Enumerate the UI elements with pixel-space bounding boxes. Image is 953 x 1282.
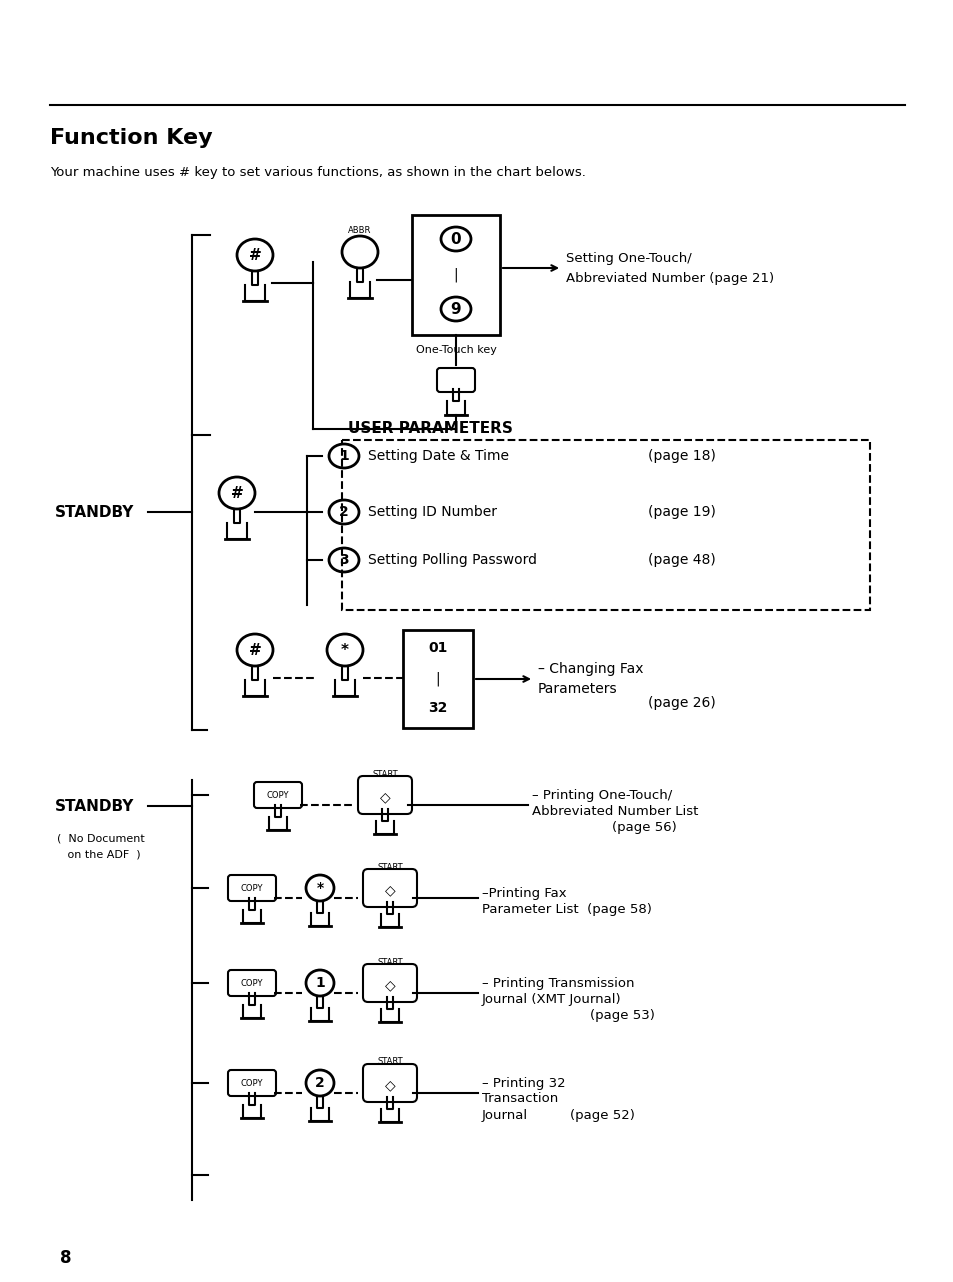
Text: 1: 1 [338,449,349,463]
Text: (page 53): (page 53) [589,1009,654,1022]
Text: 1: 1 [314,976,325,990]
Text: 01: 01 [428,641,447,655]
Text: (page 56): (page 56) [612,820,676,833]
Text: One-Touch key: One-Touch key [416,345,496,355]
Text: 2: 2 [314,1076,325,1090]
Text: Journal: Journal [481,1109,528,1122]
Text: Setting Date & Time: Setting Date & Time [368,449,509,463]
Text: Setting Polling Password: Setting Polling Password [368,553,537,567]
Text: STANDBY: STANDBY [55,799,134,814]
Text: 9: 9 [450,301,461,317]
Text: – Changing Fax: – Changing Fax [537,662,643,676]
Text: Abbreviated Number List: Abbreviated Number List [532,805,698,818]
Text: (page 52): (page 52) [569,1109,634,1122]
Text: (  No Document: ( No Document [57,833,145,844]
Text: ◇: ◇ [384,978,395,992]
Text: 2: 2 [338,505,349,519]
Text: (page 26): (page 26) [647,696,715,710]
Text: 32: 32 [428,701,447,715]
Text: – Printing 32: – Printing 32 [481,1077,565,1090]
Text: Function Key: Function Key [50,128,213,147]
Text: USER PARAMETERS: USER PARAMETERS [348,420,513,436]
Text: – Printing Transmission: – Printing Transmission [481,977,634,990]
Text: Journal (XMT Journal): Journal (XMT Journal) [481,992,621,1005]
Text: #: # [249,247,261,263]
Text: ◇: ◇ [379,790,390,804]
Text: 0: 0 [450,232,461,246]
Text: Transaction: Transaction [481,1092,558,1105]
Text: |: | [436,672,440,686]
Text: (page 48): (page 48) [647,553,715,567]
Text: Abbreviated Number (page 21): Abbreviated Number (page 21) [565,272,773,285]
Text: Setting ID Number: Setting ID Number [368,505,497,519]
Text: (page 19): (page 19) [647,505,715,519]
Text: (page 18): (page 18) [647,449,715,463]
Text: *: * [316,881,323,895]
Text: on the ADF  ): on the ADF ) [57,849,140,859]
Text: START: START [376,863,402,872]
Text: STANDBY: STANDBY [55,505,134,519]
Text: ABBR: ABBR [348,226,372,235]
Text: START: START [376,958,402,967]
Text: |: | [454,268,457,282]
Text: COPY: COPY [267,791,289,800]
Text: Parameter List  (page 58): Parameter List (page 58) [481,903,651,915]
Text: Setting One-Touch/: Setting One-Touch/ [565,251,691,264]
Text: Parameters: Parameters [537,682,617,696]
Text: COPY: COPY [240,883,263,892]
Text: START: START [376,1058,402,1067]
Text: Your machine uses # key to set various functions, as shown in the chart belows.: Your machine uses # key to set various f… [50,165,585,178]
Text: ◇: ◇ [384,1078,395,1092]
Text: –Printing Fax: –Printing Fax [481,886,566,900]
Text: #: # [231,486,243,500]
Text: 3: 3 [339,553,349,567]
Text: 8: 8 [60,1249,71,1267]
Text: #: # [249,642,261,658]
Text: COPY: COPY [240,1078,263,1087]
Text: START: START [372,769,397,778]
Text: ◇: ◇ [384,883,395,897]
Text: COPY: COPY [240,978,263,987]
Text: *: * [340,642,349,658]
Text: – Printing One-Touch/: – Printing One-Touch/ [532,788,672,801]
